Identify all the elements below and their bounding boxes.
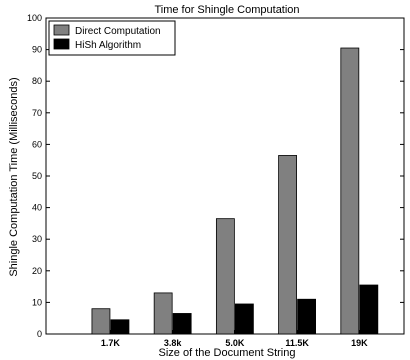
bar-direct-computation-3 <box>278 155 298 335</box>
bar-direct-computation-2 <box>215 218 235 335</box>
x-tick-label: 3.8k <box>164 338 183 348</box>
x-tick-label: 11.5K <box>285 338 309 348</box>
x-tick-label: 5.0K <box>225 338 245 348</box>
x-tick-label: 19K <box>351 338 368 348</box>
bar-hish-algorithm-1 <box>172 313 192 335</box>
y-tick-label: 80 <box>32 76 42 86</box>
y-tick-label: 40 <box>32 203 42 213</box>
legend-box <box>48 20 176 56</box>
y-tick-label: 90 <box>32 45 42 55</box>
chart-title: Time for Shingle Computation <box>154 4 299 16</box>
bar-hish-algorithm-0 <box>110 319 130 335</box>
y-axis-label: Shingle Computation Time (Milliseconds) <box>8 77 20 276</box>
y-tick-label: 60 <box>32 139 42 149</box>
bar-hish-algorithm-4 <box>359 284 379 335</box>
bar-hish-algorithm-3 <box>297 298 317 335</box>
legend-label-hish-algorithm: HiSh Algorithm <box>75 40 141 51</box>
y-tick-label: 0 <box>37 329 42 339</box>
bar-direct-computation-4 <box>340 47 360 335</box>
legend-label-direct-computation: Direct Computation <box>75 26 161 37</box>
legend-swatch-direct-computation <box>53 24 70 36</box>
y-tick-label: 30 <box>32 234 42 244</box>
bar-direct-computation-1 <box>153 292 173 335</box>
bar-hish-algorithm-2 <box>234 303 254 335</box>
y-tick-label: 20 <box>32 266 42 276</box>
bar-direct-computation-0 <box>91 308 111 335</box>
y-tick-label: 70 <box>32 108 42 118</box>
x-axis-label: Size of the Document String <box>159 347 296 359</box>
legend-swatch-hish-algorithm <box>53 38 70 50</box>
y-tick-label: 50 <box>32 171 42 181</box>
y-tick-label: 10 <box>32 297 42 307</box>
y-tick-label: 100 <box>27 13 42 23</box>
x-tick-label: 1.7K <box>101 338 121 348</box>
chart-legend: Direct Computation HiSh Algorithm <box>48 20 176 56</box>
